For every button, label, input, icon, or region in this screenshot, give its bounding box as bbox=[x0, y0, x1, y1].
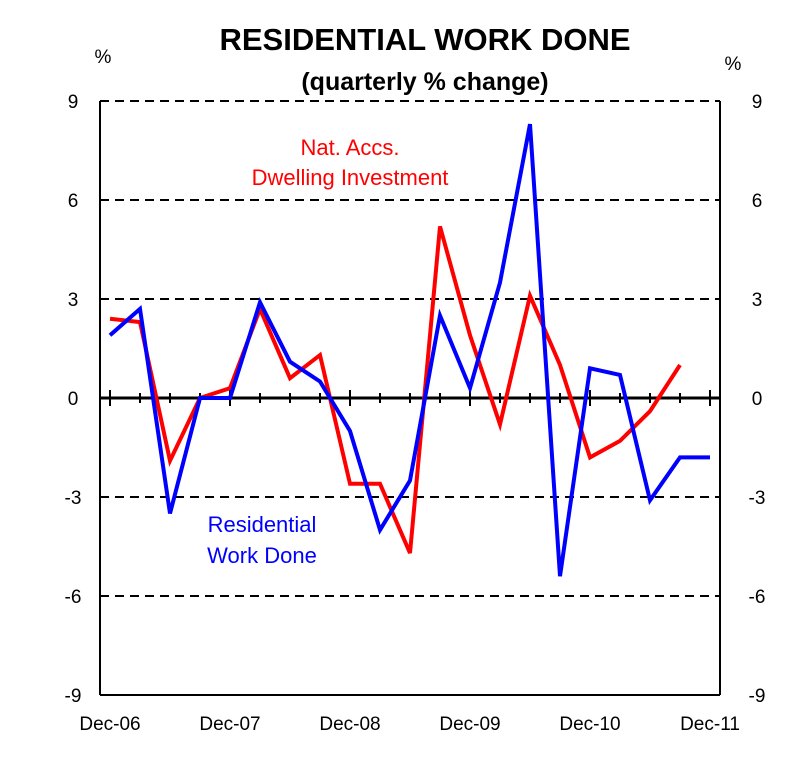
x-tick-label: Dec-07 bbox=[199, 714, 260, 735]
y-tick-label-right: -3 bbox=[749, 488, 766, 509]
y-tick-label-right: -6 bbox=[749, 587, 766, 608]
y-tick-label-left: 6 bbox=[68, 191, 79, 212]
tick-labels: 9 9 6 6 3 3 0 0 -3 -3 -6 -6 -9 -9 Dec-06 Dec-07 Dec-08 De… bbox=[65, 92, 766, 735]
annotation-residential-line-1: Residential bbox=[208, 512, 317, 537]
annotation-dwelling-investment: Nat. Accs. Dwelling Investment bbox=[252, 135, 449, 190]
x-tick-label: Dec-10 bbox=[559, 714, 620, 735]
gridlines bbox=[100, 100, 720, 597]
y-tick-label-left: 9 bbox=[68, 92, 79, 113]
y-tick-label-right: 0 bbox=[752, 389, 763, 410]
y-unit-right: % bbox=[725, 54, 742, 75]
y-tick-label-left: 3 bbox=[68, 290, 79, 311]
y-tick-label-right: 3 bbox=[752, 290, 763, 311]
y-unit-left: % bbox=[95, 47, 112, 68]
annotation-dwelling-line-1: Nat. Accs. bbox=[300, 135, 399, 160]
y-tick-label-right: 6 bbox=[752, 191, 763, 212]
chart-subtitle: (quarterly % change) bbox=[301, 68, 548, 96]
annotation-residential-line-2: Work Done bbox=[207, 543, 317, 568]
y-tick-label-right: 9 bbox=[752, 92, 763, 113]
series-line-residential-work-done bbox=[108, 123, 710, 577]
y-tick-label-left: -6 bbox=[65, 587, 82, 608]
y-tick-label-left: -3 bbox=[65, 488, 82, 509]
y-tick-label-right: -9 bbox=[749, 686, 766, 707]
annotation-dwelling-line-2: Dwelling Investment bbox=[252, 165, 449, 190]
y-tick-label-left: -9 bbox=[65, 686, 82, 707]
y-tick-label-left: 0 bbox=[68, 389, 79, 410]
x-tick-label: Dec-09 bbox=[439, 714, 500, 735]
annotation-residential-work-done: Residential Work Done bbox=[207, 512, 317, 568]
chart-title: RESIDENTIAL WORK DONE bbox=[219, 22, 630, 57]
x-tick-label: Dec-08 bbox=[319, 714, 380, 735]
x-tick-label: Dec-11 bbox=[680, 714, 740, 735]
axes bbox=[99, 101, 721, 696]
x-tick-label: Dec-06 bbox=[79, 714, 140, 735]
series-lines bbox=[108, 123, 710, 577]
